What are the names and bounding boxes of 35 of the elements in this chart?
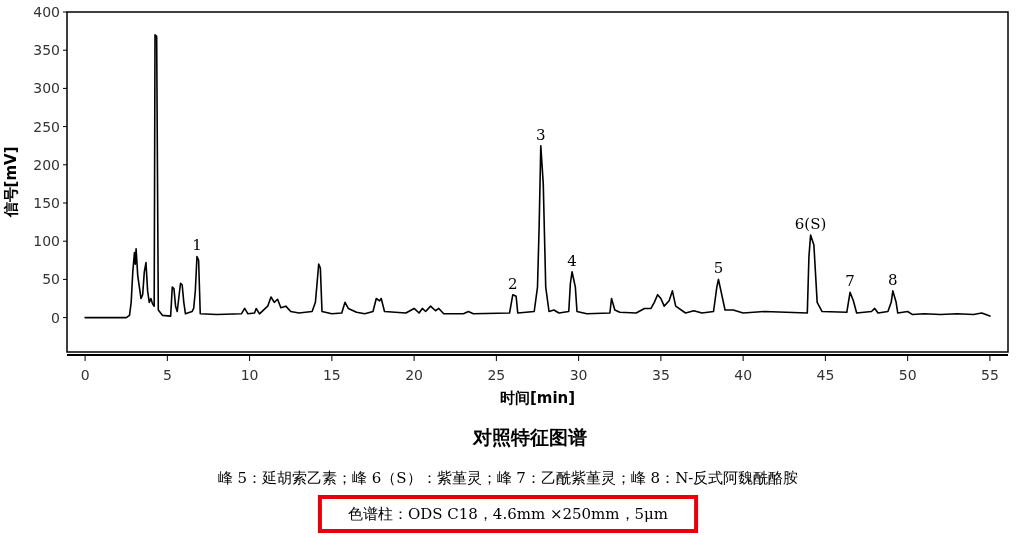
y-tick-label: 0 (51, 309, 60, 326)
annotation: 4 (567, 251, 577, 270)
annotation: 2 (508, 274, 518, 293)
x-tick-label: 15 (322, 367, 341, 383)
y-tick-label: 200 (33, 156, 60, 173)
y-axis-title: 信号[mV] (2, 146, 20, 219)
y-tick-label: 400 (33, 4, 60, 20)
x-tick-label: 35 (651, 367, 670, 383)
y-tick-label: 350 (33, 42, 60, 59)
x-tick-label: 30 (569, 367, 588, 383)
text: 色谱柱：ODS C18，4.6mm ×250mm，5μm (347, 505, 669, 523)
x-tick-label: 0 (80, 367, 90, 383)
y-tick-label: 300 (33, 80, 60, 97)
y-tick-label: 250 (33, 118, 60, 135)
y-tick-label: 50 (42, 271, 60, 288)
annotation: 1 (192, 236, 202, 255)
text: 对照特征图谱 (472, 426, 587, 448)
annotation: 7 (845, 272, 855, 291)
line-series (84, 34, 991, 319)
x-tick-label: 25 (487, 367, 506, 383)
y-tick-label: 150 (33, 195, 60, 212)
x-tick-label: 45 (816, 367, 835, 383)
text: 峰 5：延胡索乙素；峰 6（S）：紫堇灵；峰 7：乙酰紫堇灵；峰 8：N-反式阿魏酰酪胺 (217, 469, 799, 487)
x-tick-label: 5 (162, 367, 172, 383)
annotation: 5 (713, 259, 724, 278)
annotation: 3 (536, 125, 546, 144)
annotation: 6(S) (794, 215, 827, 234)
x-tick-label: 40 (734, 367, 753, 383)
annotation: 8 (888, 270, 898, 289)
x-tick-label: 55 (980, 367, 999, 383)
x-tick-label: 50 (898, 367, 917, 383)
x-tick-label: 20 (405, 367, 424, 383)
y-tick-label: 100 (33, 233, 60, 250)
x-tick-label: 10 (240, 367, 259, 383)
x-axis-title: 时间[min] (499, 389, 576, 407)
